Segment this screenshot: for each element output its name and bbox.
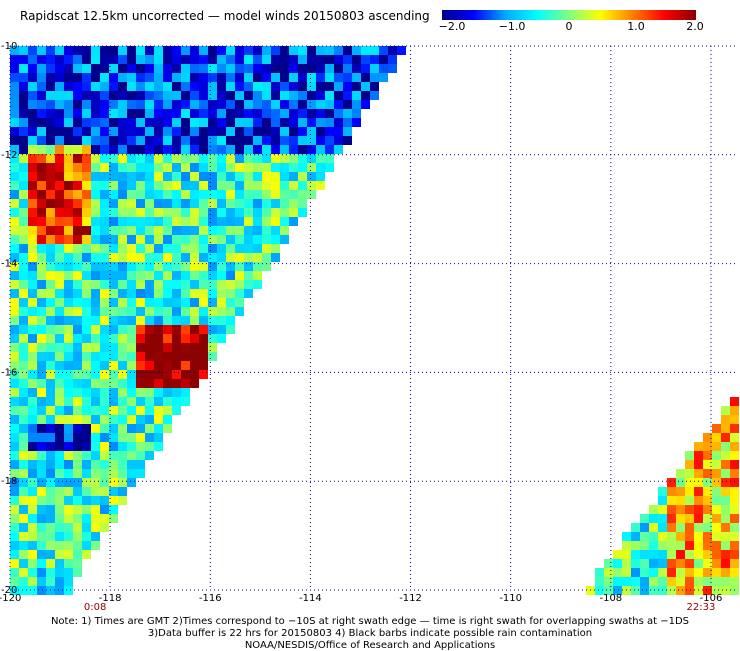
longitude-tick-label: -110: [499, 593, 522, 604]
latitude-tick-label: -20: [1, 585, 17, 596]
colorbar-tick-label: 1.0: [627, 20, 645, 33]
map-title: Rapidscat 12.5km uncorrected — model win…: [20, 9, 430, 23]
colorbar-gradient: [442, 10, 696, 20]
lat-lon-grid: [9, 45, 736, 591]
colorbar-tick-label: 0: [565, 20, 573, 33]
latitude-tick-label: -18: [1, 476, 17, 487]
axis-labels: -120 -118 -116 -114 -112 -110 -108 -106 -10 -12 -1…: [0, 41, 722, 613]
latitude-tick-label: -16: [1, 367, 17, 378]
longitude-tick-label: -112: [399, 593, 422, 604]
longitude-tick-label: -120: [0, 593, 21, 604]
colorbar-tick-label: 2.0: [686, 20, 704, 33]
colorbar-tick-label: −2.0: [438, 20, 466, 33]
latitude-tick-label: -12: [1, 150, 17, 161]
swath-time-label: 0:08: [84, 602, 106, 613]
note-line-2: 3)Data buffer is 22 hrs for 20150803 4) …: [147, 628, 593, 639]
colorbar-tick-label: −1.0: [498, 20, 526, 33]
latitude-tick-label: -10: [1, 41, 17, 52]
latitude-tick-label: -14: [1, 259, 17, 270]
wind-difference-cells: [10, 46, 739, 595]
note-line-3: NOAA/NESDIS/Office of Research and Appli…: [244, 640, 496, 651]
longitude-tick-label: -118: [99, 593, 122, 604]
note-line-1: Note: 1) Times are GMT 2)Times correspon…: [50, 616, 690, 627]
swath-time-label: 22:33: [687, 602, 716, 613]
longitude-tick-label: -108: [599, 593, 622, 604]
longitude-tick-label: -106: [700, 593, 723, 604]
longitude-tick-label: -116: [199, 593, 222, 604]
longitude-tick-label: -114: [299, 593, 322, 604]
